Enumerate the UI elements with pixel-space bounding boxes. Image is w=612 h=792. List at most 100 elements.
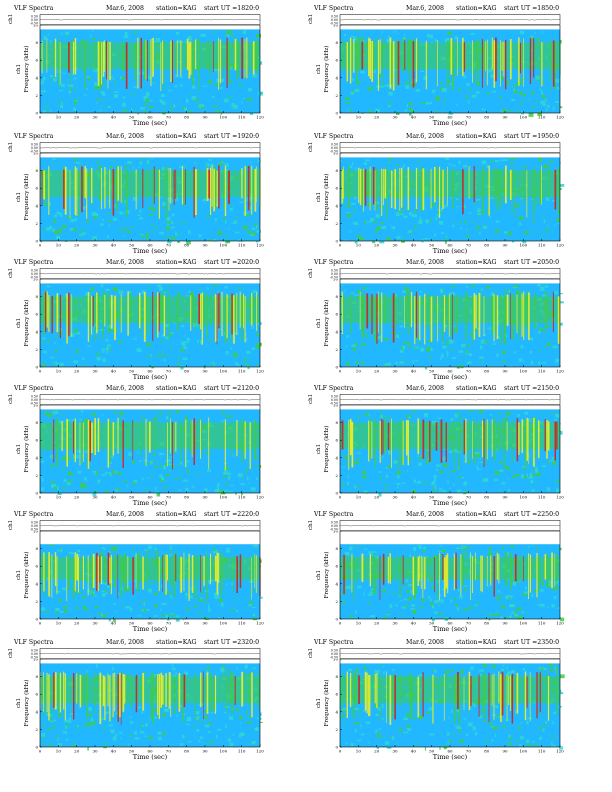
noise-cell — [438, 554, 443, 556]
noise-cell — [353, 196, 357, 200]
emission-burst — [92, 553, 95, 588]
noise-cell — [188, 39, 191, 42]
x-tick-label: 120 — [556, 621, 564, 626]
emission-burst — [415, 168, 418, 209]
noise-cell — [544, 346, 546, 348]
ch1-axis-label: ch1 (V) — [7, 142, 14, 152]
noise-cell — [214, 68, 218, 72]
noise-cell — [175, 617, 180, 622]
noise-cell — [531, 229, 533, 231]
noise-cell — [107, 673, 109, 677]
noise-cell — [364, 668, 370, 670]
emission-burst — [201, 292, 203, 345]
emission-burst — [165, 554, 167, 595]
noise-cell — [71, 712, 74, 715]
noise-cell — [258, 61, 263, 65]
emission-burst — [397, 41, 400, 85]
noise-cell — [192, 593, 194, 596]
emission-burst — [223, 169, 225, 204]
channel-label: ch1 — [16, 570, 22, 580]
emission-burst — [160, 42, 162, 91]
panel-date: Mar.6, 2008 — [106, 259, 144, 266]
emission-burst — [458, 421, 460, 470]
noise-cell — [354, 240, 358, 244]
x-tick-label: 30 — [92, 369, 98, 374]
noise-cell — [66, 587, 72, 590]
noise-cell — [166, 236, 170, 239]
emission-burst — [231, 293, 233, 335]
noise-cell — [208, 731, 211, 734]
noise-cell — [62, 731, 68, 734]
emission-burst — [185, 419, 187, 468]
noise-cell — [360, 237, 365, 241]
emission-burst — [213, 41, 214, 73]
emission-burst — [94, 418, 96, 455]
ch1-tick-label: -0.50 — [330, 276, 338, 280]
noise-cell — [41, 90, 45, 93]
emission-burst — [127, 420, 129, 450]
emission-burst — [410, 674, 413, 720]
noise-cell — [223, 490, 229, 492]
noise-cell — [160, 465, 163, 467]
noise-cell — [368, 551, 373, 554]
noise-cell — [527, 717, 532, 720]
emission-burst — [43, 672, 44, 712]
emission-burst — [376, 167, 378, 212]
noise-cell — [514, 459, 515, 461]
emission-burst — [107, 418, 110, 468]
emission-burst — [455, 296, 458, 333]
emission-burst — [364, 169, 367, 206]
noise-cell — [353, 209, 356, 213]
x-tick-label: 60 — [447, 749, 453, 754]
noise-cell — [414, 743, 419, 745]
noise-cell — [255, 477, 258, 480]
noise-cell — [486, 164, 489, 168]
noise-cell — [180, 365, 184, 370]
noise-cell — [223, 471, 228, 475]
noise-cell — [170, 226, 175, 229]
noise-cell — [113, 618, 116, 622]
panel-start-ut: start UT =2320:0 — [204, 639, 260, 646]
emission-burst — [158, 673, 160, 719]
noise-cell — [485, 477, 489, 482]
noise-cell — [64, 294, 67, 298]
noise-cell — [427, 345, 430, 349]
noise-cell — [185, 487, 189, 492]
noise-cell — [504, 232, 506, 235]
noise-cell — [535, 466, 538, 471]
noise-cell — [138, 217, 144, 220]
emission-burst — [524, 294, 526, 336]
ch1-trace-svg: 0.500.00-0.50ch1 (V) — [307, 142, 561, 153]
noise-cell — [416, 481, 422, 484]
noise-cell — [460, 669, 464, 674]
x-tick-label: 20 — [374, 621, 380, 626]
noise-cell — [188, 595, 193, 599]
emission-burst — [554, 421, 556, 461]
emission-burst — [104, 167, 106, 209]
noise-cell — [433, 487, 435, 492]
emission-burst — [73, 557, 75, 599]
x-tick-label: 50 — [429, 369, 435, 374]
emission-burst — [210, 167, 212, 215]
noise-cell — [353, 36, 357, 41]
emission-burst — [501, 671, 504, 716]
emission-burst — [92, 295, 94, 327]
noise-cell — [406, 578, 408, 582]
noise-cell — [503, 607, 506, 610]
panel-header: VLF Spectra Mar.6, 2008 station=KAG start U… — [6, 4, 261, 13]
noise-cell — [501, 668, 505, 673]
emission-burst — [206, 41, 208, 70]
noise-cell — [50, 481, 55, 484]
noise-cell — [223, 705, 226, 709]
emission-burst — [48, 674, 50, 721]
emission-burst — [137, 553, 139, 593]
noise-cell — [214, 105, 218, 108]
noise-cell — [73, 77, 75, 80]
noise-cell — [171, 583, 175, 586]
emission-burst — [491, 419, 493, 457]
emission-burst — [236, 556, 238, 593]
noise-cell — [43, 34, 45, 36]
emission-burst — [475, 39, 477, 83]
noise-cell — [373, 39, 379, 41]
emission-burst — [399, 673, 401, 708]
